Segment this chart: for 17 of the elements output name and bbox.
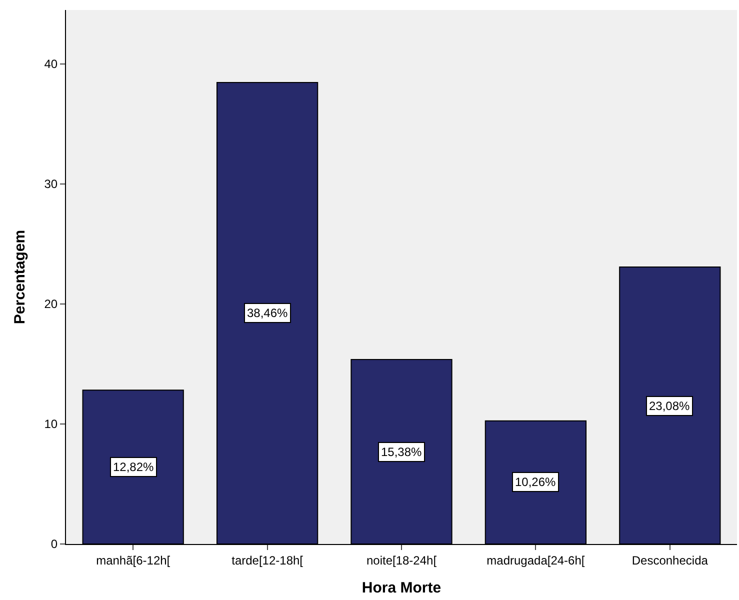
- data-label: 15,38%: [381, 445, 422, 459]
- x-tick-label: noite[18-24h[: [366, 553, 438, 568]
- y-tick-label: 10: [44, 417, 58, 432]
- data-label: 10,26%: [515, 475, 556, 489]
- data-label: 12,82%: [113, 460, 154, 474]
- y-tick-label: 30: [44, 177, 58, 192]
- x-tick-label: madrugada[24-6h[: [486, 553, 586, 568]
- x-tick-label: Desconhecida: [632, 553, 708, 568]
- y-tick-label: 0: [50, 537, 58, 552]
- y-axis-title: Percentagem: [11, 230, 28, 324]
- x-tick-label: tarde[12-18h[: [232, 553, 304, 568]
- x-axis-title: Hora Morte: [362, 579, 442, 596]
- y-tick-label: 20: [44, 297, 58, 312]
- x-tick-label: manhã[6-12h[: [96, 553, 171, 568]
- data-label: 23,08%: [649, 399, 690, 413]
- y-tick-label: 40: [44, 57, 58, 72]
- data-label: 38,46%: [247, 306, 288, 320]
